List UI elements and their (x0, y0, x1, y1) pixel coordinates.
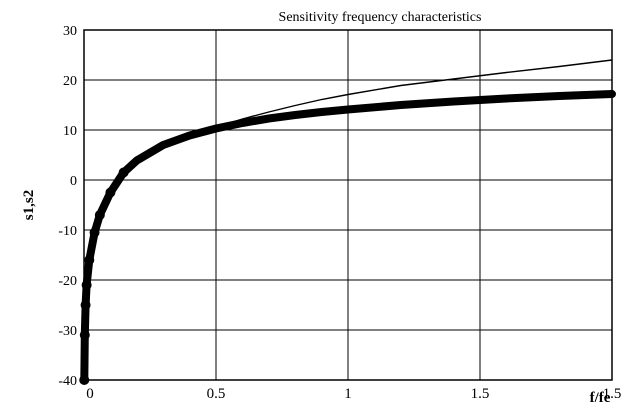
series-marker (84, 255, 95, 265)
x-tick-label: 1 (344, 386, 352, 402)
tick-labels: 0 0.5 1 1.5 1.5 -40 -30 -20 -10 0 10 20 30 (58, 24, 621, 402)
series-marker (94, 210, 105, 220)
series-marker (80, 300, 91, 310)
series-marker (79, 330, 90, 340)
x-tick-label: 0.5 (207, 386, 226, 402)
grid (84, 30, 612, 380)
y-tick-label: -20 (58, 274, 77, 289)
x-tick-label: 0 (86, 386, 94, 402)
y-tick-label: -30 (58, 324, 77, 339)
series-line-thick (80, 90, 616, 384)
series-marker (81, 280, 92, 290)
series-marker (89, 227, 100, 238)
series-marker (105, 187, 116, 198)
y-axis-label: s1,s2 (21, 190, 37, 220)
y-tick-label: 30 (63, 24, 77, 39)
y-tick-label: 0 (70, 174, 77, 189)
series-marker (118, 167, 129, 178)
y-tick-label: -40 (58, 374, 77, 389)
x-tick-label: 1.5 (471, 386, 490, 402)
x-axis-label: f/fe (590, 390, 611, 406)
chart-title: Sensitivity frequency characteristics (279, 10, 482, 25)
y-tick-label: -10 (58, 224, 77, 239)
y-tick-label: 10 (63, 124, 77, 139)
y-tick-label: 20 (63, 74, 77, 89)
series-marker (79, 375, 90, 385)
series-layer (79, 59, 616, 385)
x-tick-label: 1.5 (603, 386, 622, 402)
